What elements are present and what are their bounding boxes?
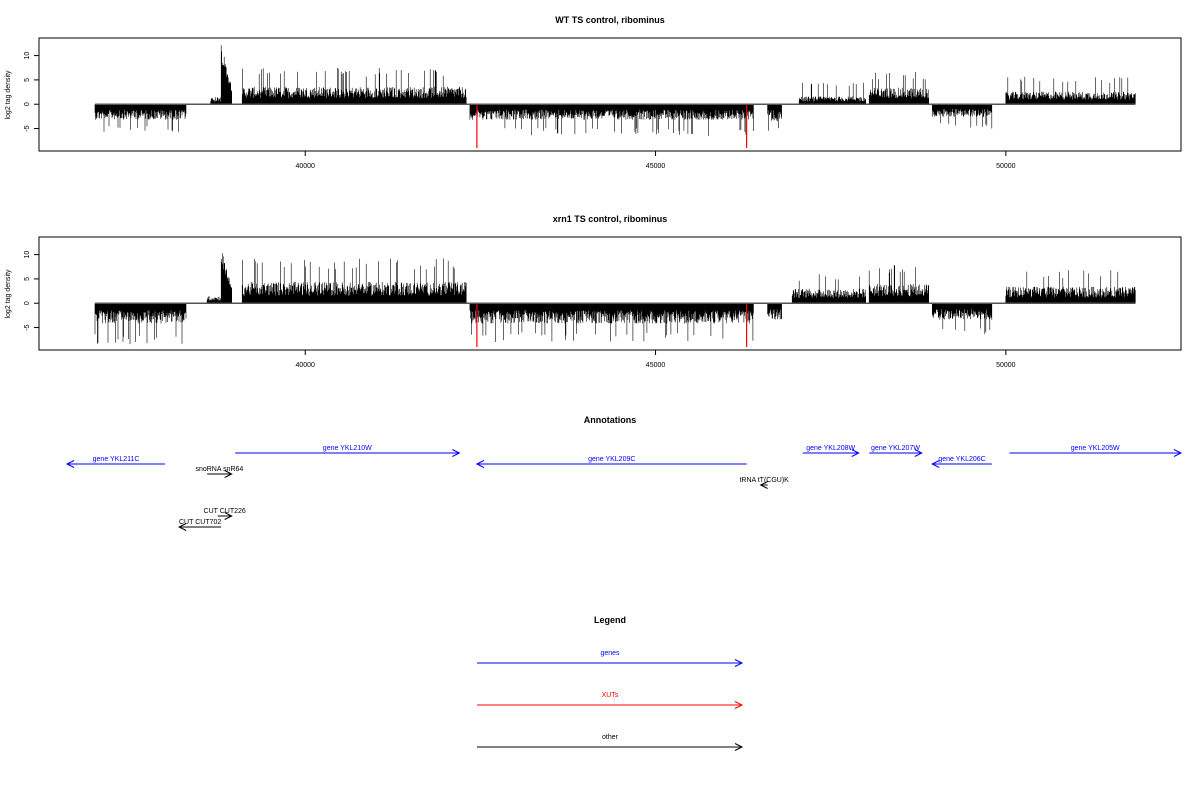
x-tick-label: 40000 bbox=[295, 163, 315, 170]
wt-signal-bars bbox=[94, 45, 1136, 136]
annotation-feature: tRNA tT(CGU)K bbox=[739, 477, 789, 489]
annotation-feature: gene YKL206C bbox=[931, 456, 992, 468]
legend-arrow-head bbox=[734, 743, 744, 751]
feature-arrow-head bbox=[224, 512, 233, 520]
wt-plot-frame bbox=[38, 37, 1182, 152]
xrn1-y-axis: -5 0 5 10 bbox=[24, 251, 40, 331]
wt-y-axis-label: log2 tag density bbox=[5, 70, 12, 120]
legend-panel: Legend genes XUTs other bbox=[477, 615, 744, 751]
wt-density-panel: WT TS control, ribominus log2 tag densit… bbox=[5, 15, 1182, 170]
feature-label: CUT CUT702 bbox=[179, 519, 221, 526]
annotation-features: gene YKL211C gene YKL210W gene YKL209C gene… bbox=[65, 445, 1183, 531]
feature-label: tRNA tT(CGU)K bbox=[739, 477, 789, 484]
legend-entry-label: XUTs bbox=[602, 692, 619, 699]
y-tick-label: 0 bbox=[24, 301, 31, 305]
xrn1-panel-title: xrn1 TS control, ribominus bbox=[553, 214, 668, 224]
feature-arrow-head bbox=[224, 470, 233, 478]
feature-arrow-head bbox=[178, 523, 187, 531]
annotation-feature: gene YKL207W bbox=[869, 445, 923, 457]
feature-label: CUT CUT226 bbox=[204, 508, 246, 515]
feature-arrow-head bbox=[851, 449, 860, 457]
feature-arrow-head bbox=[452, 449, 461, 457]
feature-label: gene YKL209C bbox=[588, 456, 635, 463]
y-tick-label: -5 bbox=[24, 125, 31, 131]
wt-panel-title: WT TS control, ribominus bbox=[555, 15, 665, 25]
x-tick-label: 45000 bbox=[646, 163, 666, 170]
feature-label: snoRNA snR64 bbox=[195, 466, 243, 473]
feature-arrow-head bbox=[475, 460, 485, 468]
annotation-feature: gene YKL210W bbox=[235, 445, 461, 457]
feature-label: gene YKL211C bbox=[93, 456, 140, 463]
legend-entry: XUTs bbox=[477, 692, 744, 709]
feature-arrow-head bbox=[1173, 449, 1183, 457]
x-tick-label: 40000 bbox=[295, 362, 315, 369]
y-tick-label: -5 bbox=[24, 324, 31, 330]
annotation-feature: snoRNA snR64 bbox=[195, 466, 243, 478]
feature-arrow-head bbox=[914, 449, 923, 457]
annotation-feature: gene YKL208W bbox=[802, 445, 860, 457]
signal-bar-path bbox=[94, 253, 1136, 345]
xrn1-y-axis-label: log2 tag density bbox=[5, 269, 12, 319]
legend-arrow-head bbox=[734, 659, 744, 667]
feature-label: gene YKL208W bbox=[806, 445, 855, 452]
feature-label: gene YKL206C bbox=[938, 456, 985, 463]
x-tick-label: 45000 bbox=[646, 362, 666, 369]
y-tick-label: 10 bbox=[24, 251, 31, 259]
xrn1-xut-spikes bbox=[476, 303, 748, 347]
annotation-feature: gene YKL211C bbox=[65, 456, 166, 468]
feature-arrow-head bbox=[65, 460, 75, 468]
legend-entry-label: genes bbox=[600, 650, 620, 657]
legend-arrow-head bbox=[734, 701, 744, 709]
xrn1-density-panel: xrn1 TS control, ribominus log2 tag dens… bbox=[5, 214, 1182, 369]
feature-label: gene YKL207W bbox=[871, 445, 920, 452]
x-tick-label: 50000 bbox=[996, 163, 1016, 170]
feature-arrow-head bbox=[931, 460, 940, 468]
annotations-title: Annotations bbox=[584, 415, 637, 425]
y-tick-label: 0 bbox=[24, 102, 31, 106]
y-tick-label: 5 bbox=[24, 78, 31, 82]
xrn1-signal-bars bbox=[94, 253, 1136, 345]
legend-entry: genes bbox=[477, 650, 744, 667]
legend-entries: genes XUTs other bbox=[477, 650, 744, 751]
annotation-feature: CUT CUT702 bbox=[178, 519, 221, 531]
legend-title: Legend bbox=[594, 615, 626, 625]
y-tick-label: 5 bbox=[24, 277, 31, 281]
wt-x-axis: 40000 45000 50000 bbox=[295, 151, 1016, 170]
legend-entry-label: other bbox=[602, 734, 619, 741]
wt-xut-spikes bbox=[476, 104, 748, 148]
x-tick-label: 50000 bbox=[996, 362, 1016, 369]
feature-arrow-head bbox=[759, 481, 768, 489]
signal-bar-path bbox=[94, 45, 1136, 136]
legend-entry: other bbox=[477, 734, 744, 751]
annotation-feature: gene YKL209C bbox=[475, 456, 747, 468]
annotation-feature: gene YKL205W bbox=[1009, 445, 1183, 457]
y-tick-label: 10 bbox=[24, 52, 31, 60]
feature-label: gene YKL205W bbox=[1071, 445, 1120, 452]
annotation-feature: CUT CUT226 bbox=[204, 508, 246, 520]
wt-y-axis: -5 0 5 10 bbox=[24, 52, 40, 132]
feature-label: gene YKL210W bbox=[323, 445, 372, 452]
xrn1-x-axis: 40000 45000 50000 bbox=[295, 350, 1016, 369]
